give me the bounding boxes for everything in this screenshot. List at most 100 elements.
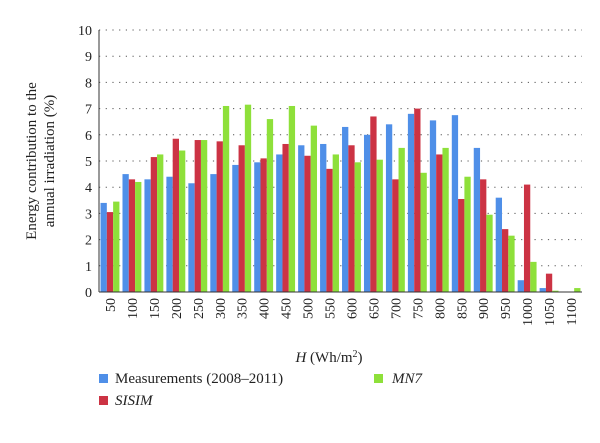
bar-mn7-850 (464, 176, 471, 292)
x-tick-label: 250 (192, 298, 207, 319)
x-tick-labels: 50 100 150 200 250 300 350 400 450 500 550 600 650 70… (104, 298, 580, 326)
bar-measurements-2008-2011-950 (495, 197, 503, 292)
bar-sisim-150 (150, 157, 158, 292)
y-tick-labels: 0 1 2 3 4 5 6 7 8 9 10 (78, 24, 92, 301)
bar-sisim-100 (128, 179, 136, 292)
bar-mn7-200 (178, 150, 186, 292)
bar-measurements-2008-2011-500 (298, 145, 305, 292)
bar-sisim-900 (480, 179, 487, 292)
x-tick-label: 1050 (543, 298, 558, 326)
y-axis-title-line1: Energy contribution to the (24, 82, 40, 240)
y-tick-label: 9 (85, 50, 92, 65)
bar-mn7-100 (135, 181, 142, 292)
y-tick-label: 7 (85, 103, 92, 118)
bar-mn7-450 (288, 105, 296, 292)
x-tick-label: 450 (280, 298, 295, 319)
bar-measurements-2008-2011-300 (210, 174, 217, 292)
bar-measurements-2008-2011-900 (473, 147, 481, 292)
legend: Measurements (2008–2011) SISIM MN7 (99, 371, 424, 409)
bar-mn7-300 (222, 105, 230, 292)
x-tick-label: 100 (126, 298, 141, 319)
x-tick-label: 650 (367, 298, 382, 319)
bar-measurements-2008-2011-450 (276, 154, 283, 292)
bar-mn7-950 (508, 235, 515, 292)
bar-measurements-2008-2011-200 (166, 176, 173, 292)
x-axis-title-close: ) (358, 350, 363, 366)
x-tick-label: 350 (236, 298, 251, 319)
bar-mn7-800 (442, 147, 449, 292)
bar-sisim-600 (348, 145, 355, 292)
bar-mn7-150 (157, 154, 164, 292)
bar-measurements-2008-2011-600 (342, 126, 349, 292)
x-tick-label: 950 (499, 298, 514, 319)
y-tick-label: 4 (85, 181, 92, 196)
bar-sisim-550 (326, 168, 333, 292)
y-axis-title-line2: annual irradiation (%) (42, 95, 58, 227)
x-tick-label: 50 (104, 298, 119, 312)
x-tick-label: 800 (433, 298, 448, 319)
x-tick-label: 400 (258, 298, 273, 319)
x-tick-label: 850 (455, 298, 470, 319)
legend-swatch-sisim (99, 396, 108, 405)
legend-swatch-measurements (99, 374, 108, 383)
y-tick-label: 5 (85, 155, 92, 170)
bar-measurements-2008-2011-700 (385, 124, 393, 292)
bar-mn7-500 (310, 125, 318, 292)
legend-swatch-mn7 (374, 374, 383, 383)
x-tick-label: 900 (477, 298, 492, 319)
y-tick-label: 0 (85, 286, 92, 301)
bar-sisim-250 (194, 140, 201, 292)
bar-mn7-1050 (552, 290, 559, 292)
x-tick-label: 200 (170, 298, 185, 319)
bar-sisim-300 (216, 141, 223, 292)
bar-sisim-50 (106, 212, 114, 292)
bar-measurements-2008-2011-1000 (517, 280, 524, 292)
bar-measurements-2008-2011-150 (144, 179, 151, 292)
x-tick-label: 700 (389, 298, 404, 319)
bar-mn7-900 (486, 214, 493, 292)
bar-mn7-700 (398, 147, 405, 292)
bar-mn7-650 (376, 159, 383, 292)
x-tick-label: 300 (214, 298, 229, 319)
bar-measurements-2008-2011-650 (363, 134, 371, 292)
bar-sisim-1000 (523, 184, 531, 292)
x-axis-title-superscript: 2 (353, 349, 358, 360)
bar-sisim-650 (370, 116, 377, 293)
bar-mn7-350 (244, 104, 252, 292)
y-tick-label: 10 (78, 24, 92, 39)
x-tick-label: 150 (148, 298, 163, 319)
legend-label-measurements: Measurements (2008–2011) (115, 371, 283, 387)
bar-measurements-2008-2011-750 (407, 113, 415, 292)
x-axis-title: H (Wh/m2) (294, 349, 362, 367)
bar-measurements-2008-2011-50 (100, 202, 107, 292)
y-tick-label: 3 (85, 207, 92, 222)
bar-sisim-1050 (545, 273, 553, 292)
bar-mn7-1000 (530, 261, 537, 292)
x-tick-label: 1000 (521, 298, 536, 326)
legend-label-mn7: MN7 (391, 371, 424, 387)
y-tick-label: 6 (85, 129, 92, 144)
bar-mn7-600 (354, 162, 361, 292)
bar-measurements-2008-2011-550 (320, 143, 327, 292)
bar-measurements-2008-2011-850 (451, 115, 459, 293)
x-tick-label: 750 (411, 298, 426, 319)
bar-mn7-250 (200, 140, 208, 292)
bar-mn7-50 (113, 201, 120, 292)
axes (98, 30, 582, 293)
bar-sisim-500 (304, 155, 311, 292)
bar-sisim-700 (392, 179, 399, 292)
bar-sisim-400 (260, 158, 267, 292)
bar-sisim-200 (172, 138, 179, 292)
bar-sisim-350 (238, 145, 245, 292)
bar-measurements-2008-2011-250 (188, 183, 195, 292)
bar-mn7-550 (332, 154, 339, 292)
bar-measurements-2008-2011-350 (232, 164, 239, 292)
x-tick-label: 550 (324, 298, 339, 319)
x-tick-label: 500 (302, 298, 317, 319)
bar-measurements-2008-2011-100 (122, 174, 129, 292)
bar-mn7-400 (266, 119, 274, 292)
bar-measurements-2008-2011-400 (254, 162, 261, 292)
x-tick-label: 1100 (565, 298, 580, 325)
